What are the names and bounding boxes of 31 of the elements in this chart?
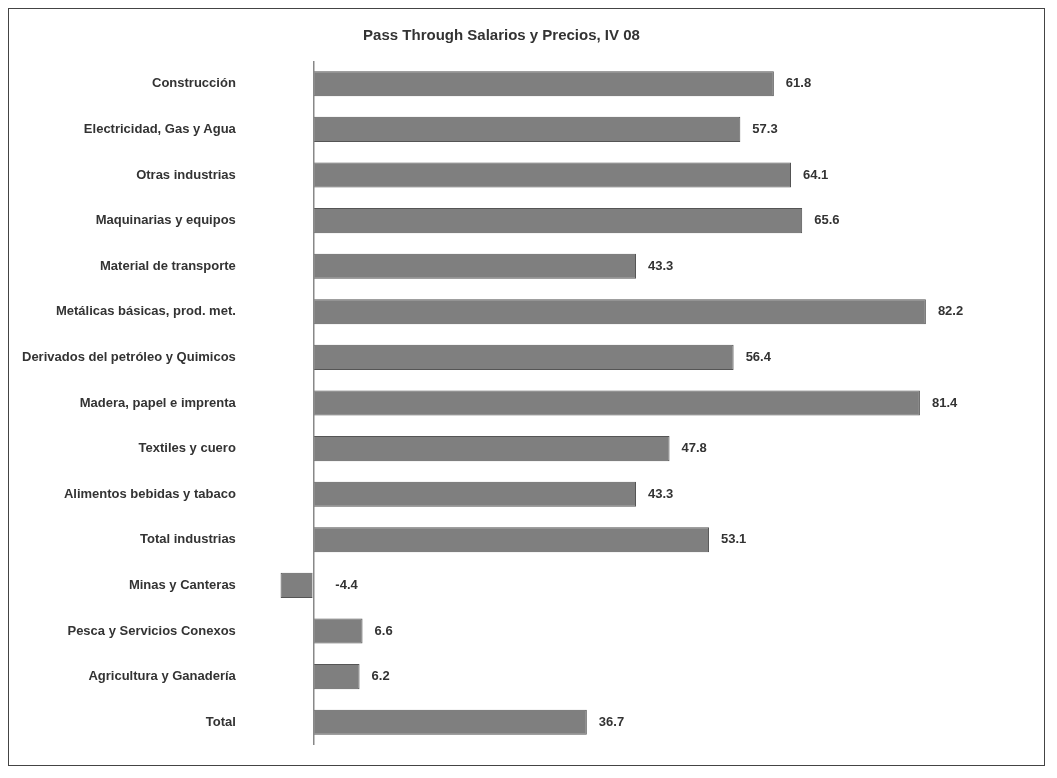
data-label: 81.4 [931,394,958,410]
y-tick-label: Metálicas básicas, prod. met. [55,303,236,319]
data-label: 61.8 [785,75,812,91]
data-label: 6.2 [371,668,390,684]
data-label: 56.4 [745,348,772,364]
y-tick-label: Total industrias [140,531,236,547]
y-tick-label: Pesca y Servicios Conexos [67,622,236,638]
y-tick-label: Construcción [152,75,236,91]
data-label: 47.8 [681,440,707,456]
y-tick-label: Maquinarias y equipos [95,212,236,228]
y-tick-label: Material de transporte [100,257,236,273]
y-tick-label: Madera, papel e imprenta [79,394,237,410]
data-label: -4.4 [335,576,359,592]
y-tick-label: Derivados del petróleo y Quimicos [22,348,236,364]
data-label: 82.2 [937,303,964,319]
data-label: 65.6 [814,212,840,228]
data-label: 6.6 [374,622,393,638]
data-label: 57.3 [752,120,778,136]
y-tick-label: Agricultura y Ganadería [88,668,237,684]
y-tick-label: Electricidad, Gas y Agua [83,120,237,136]
chart-title: Pass Through Salarios y Precios, IV 08 [363,26,640,44]
data-label: 36.7 [598,713,625,729]
data-label: 53.1 [721,531,747,547]
y-tick-label: Total [205,713,236,729]
data-label: 64.1 [803,166,829,182]
y-tick-label: Minas y Canteras [128,576,236,592]
data-label: 43.3 [648,485,674,501]
y-tick-label: Alimentos bebidas y tabaco [63,485,236,501]
data-label: 43.3 [648,257,674,273]
y-tick-label: Textiles y cuero [138,440,236,456]
y-tick-label: Otras industrias [136,166,236,182]
